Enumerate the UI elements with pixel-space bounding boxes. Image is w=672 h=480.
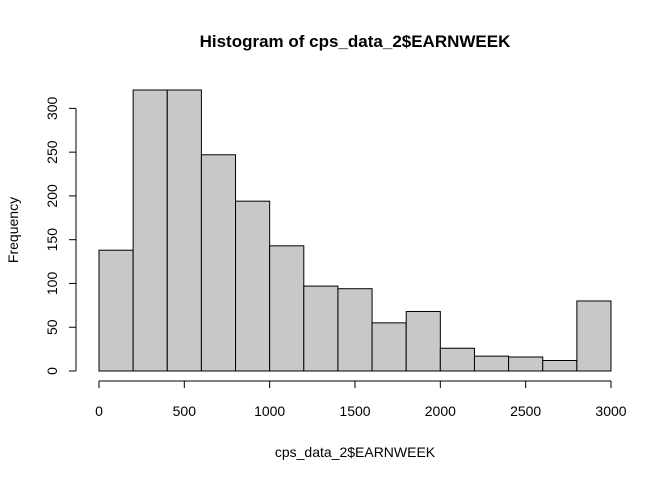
histogram-bar bbox=[235, 200, 271, 372]
x-tick-label: 1500 bbox=[339, 403, 370, 419]
y-tick-label: 150 bbox=[44, 228, 60, 252]
x-axis-label: cps_data_2$EARNWEEK bbox=[275, 444, 436, 460]
histogram-bar bbox=[303, 285, 339, 372]
y-tick-label: 300 bbox=[44, 96, 60, 120]
x-axis: 0 500 1000 1500 2000 2500 3000 bbox=[95, 380, 627, 419]
histogram-bar bbox=[200, 154, 237, 372]
histogram-bar bbox=[508, 356, 544, 372]
histogram-bar bbox=[269, 245, 305, 372]
bars-group bbox=[98, 89, 612, 372]
x-tick-label: 1000 bbox=[254, 403, 285, 419]
histogram-bar bbox=[405, 310, 441, 372]
histogram-bar bbox=[371, 322, 407, 372]
x-tick-label: 2000 bbox=[425, 403, 456, 419]
histogram-bar bbox=[98, 249, 134, 372]
x-tick-label: 3000 bbox=[595, 403, 626, 419]
y-axis: 0 50 100 150 200 250 300 bbox=[44, 96, 77, 375]
histogram-bar bbox=[576, 300, 612, 372]
y-tick-label: 0 bbox=[44, 367, 60, 375]
x-tick-label: 500 bbox=[173, 403, 197, 419]
histogram-bar bbox=[439, 347, 475, 372]
histogram-bar bbox=[542, 359, 578, 372]
x-tick-label: 2500 bbox=[510, 403, 541, 419]
y-axis-label: Frequency bbox=[5, 197, 21, 263]
y-tick-label: 250 bbox=[44, 140, 60, 164]
y-tick-label: 200 bbox=[44, 184, 60, 208]
x-tick-label: 0 bbox=[95, 403, 103, 419]
histogram-bar bbox=[473, 355, 510, 372]
y-tick-label: 100 bbox=[44, 272, 60, 296]
histogram-bar bbox=[166, 89, 202, 372]
y-tick-label: 50 bbox=[44, 319, 60, 335]
chart-title: Histogram of cps_data_2$EARNWEEK bbox=[200, 32, 512, 51]
histogram-bar bbox=[337, 288, 373, 372]
histogram-bar bbox=[132, 89, 168, 372]
